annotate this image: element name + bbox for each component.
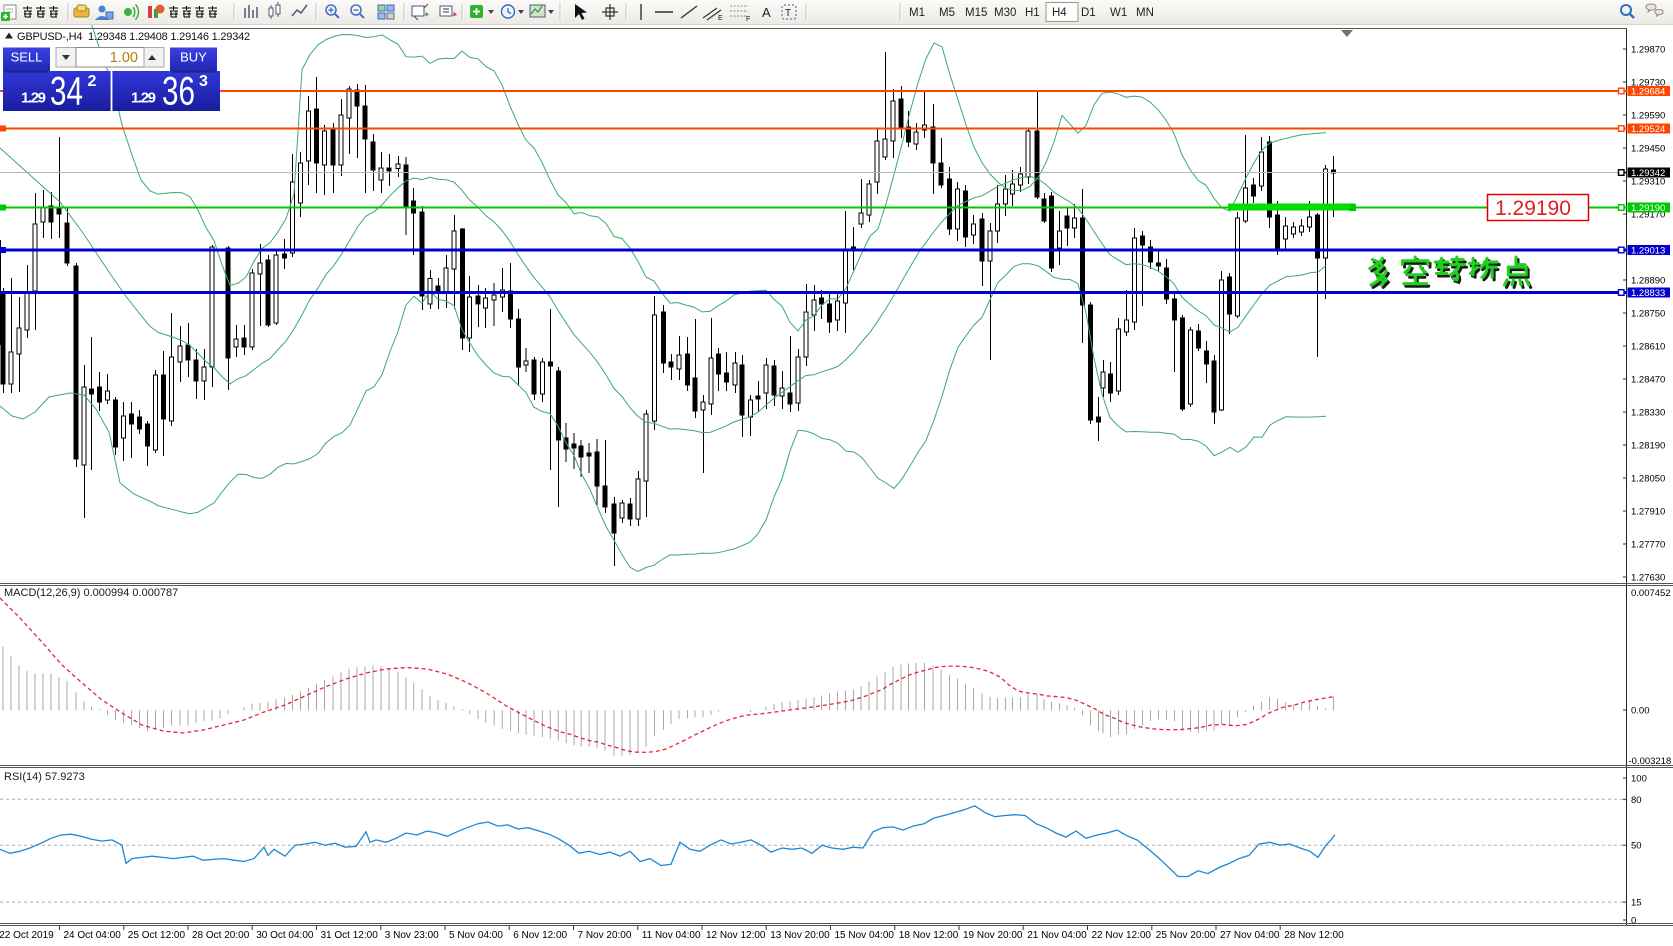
svg-text:30 Oct 04:00: 30 Oct 04:00 bbox=[256, 930, 314, 941]
svg-text:GBPUSD-,H4 1.29348 1.29408 1.: GBPUSD-,H4 1.29348 1.29408 1.29146 1.293… bbox=[17, 31, 250, 43]
svg-text:12 Nov 12:00: 12 Nov 12:00 bbox=[706, 930, 766, 941]
svg-text:SELL: SELL bbox=[11, 50, 43, 65]
svg-text:W1: W1 bbox=[1110, 7, 1127, 19]
svg-text:1.29: 1.29 bbox=[131, 90, 156, 107]
svg-text:1.27770: 1.27770 bbox=[1631, 540, 1665, 551]
svg-text:1.28470: 1.28470 bbox=[1631, 375, 1665, 386]
svg-text:-0.003218: -0.003218 bbox=[1629, 756, 1672, 767]
svg-text:E: E bbox=[718, 15, 723, 22]
svg-text:M15: M15 bbox=[965, 7, 987, 19]
svg-text:H4: H4 bbox=[1052, 7, 1067, 19]
svg-text:M5: M5 bbox=[939, 7, 955, 19]
svg-text:1.28833: 1.28833 bbox=[1631, 288, 1665, 299]
svg-text:0.007452: 0.007452 bbox=[1631, 588, 1671, 599]
svg-text:0.00: 0.00 bbox=[1631, 706, 1650, 717]
svg-text:1.28190: 1.28190 bbox=[1631, 441, 1665, 452]
svg-text:0: 0 bbox=[1631, 916, 1636, 927]
svg-text:1.28890: 1.28890 bbox=[1631, 276, 1665, 287]
svg-text:1.29870: 1.29870 bbox=[1631, 45, 1665, 56]
svg-text:1.29684: 1.29684 bbox=[1631, 87, 1665, 98]
svg-text:1.29450: 1.29450 bbox=[1631, 144, 1665, 155]
svg-text:27 Nov 04:00: 27 Nov 04:00 bbox=[1220, 930, 1280, 941]
svg-text:2: 2 bbox=[88, 73, 97, 90]
svg-text:34: 34 bbox=[50, 70, 83, 114]
svg-text:36: 36 bbox=[162, 70, 195, 114]
svg-text:1.28330: 1.28330 bbox=[1631, 408, 1665, 419]
svg-text:1.29190: 1.29190 bbox=[1631, 203, 1665, 214]
svg-text:MN: MN bbox=[1136, 7, 1154, 19]
svg-text:D1: D1 bbox=[1081, 7, 1096, 19]
svg-text:25 Nov 20:00: 25 Nov 20:00 bbox=[1156, 930, 1216, 941]
svg-text:M30: M30 bbox=[994, 7, 1016, 19]
svg-text:M1: M1 bbox=[909, 7, 925, 19]
svg-text:3: 3 bbox=[199, 73, 208, 90]
svg-text:6 Nov 12:00: 6 Nov 12:00 bbox=[513, 930, 567, 941]
svg-text:22 Oct 2019: 22 Oct 2019 bbox=[0, 930, 54, 941]
svg-text:15 Nov 04:00: 15 Nov 04:00 bbox=[835, 930, 895, 941]
svg-text:21 Nov 04:00: 21 Nov 04:00 bbox=[1027, 930, 1087, 941]
svg-text:28 Nov 12:00: 28 Nov 12:00 bbox=[1284, 930, 1344, 941]
svg-text:19 Nov 20:00: 19 Nov 20:00 bbox=[963, 930, 1023, 941]
svg-text:80: 80 bbox=[1631, 795, 1642, 806]
svg-text:13 Nov 20:00: 13 Nov 20:00 bbox=[770, 930, 830, 941]
svg-text:RSI(14) 57.9273: RSI(14) 57.9273 bbox=[4, 771, 85, 783]
svg-text:1.29170: 1.29170 bbox=[1631, 210, 1665, 221]
svg-text:25 Oct 12:00: 25 Oct 12:00 bbox=[128, 930, 186, 941]
svg-text:22 Nov 12:00: 22 Nov 12:00 bbox=[1092, 930, 1152, 941]
svg-text:28 Oct 20:00: 28 Oct 20:00 bbox=[192, 930, 250, 941]
svg-text:BUY: BUY bbox=[180, 50, 207, 65]
svg-text:1.29013: 1.29013 bbox=[1631, 246, 1665, 257]
svg-text:1.27630: 1.27630 bbox=[1631, 573, 1665, 584]
svg-text:F: F bbox=[746, 16, 750, 23]
svg-text:1.29524: 1.29524 bbox=[1631, 124, 1665, 135]
svg-text:1.29: 1.29 bbox=[21, 90, 46, 107]
svg-text:15: 15 bbox=[1631, 898, 1642, 909]
svg-text:24 Oct 04:00: 24 Oct 04:00 bbox=[64, 930, 122, 941]
svg-text:7 Nov 20:00: 7 Nov 20:00 bbox=[578, 930, 632, 941]
svg-text:H1: H1 bbox=[1025, 7, 1040, 19]
svg-text:1.29190: 1.29190 bbox=[1495, 197, 1571, 220]
svg-text:1.29590: 1.29590 bbox=[1631, 111, 1665, 122]
svg-text:1.27910: 1.27910 bbox=[1631, 507, 1665, 518]
svg-text:1.28610: 1.28610 bbox=[1631, 342, 1665, 353]
svg-text:1.29342: 1.29342 bbox=[1631, 168, 1665, 179]
svg-text:3 Nov 23:00: 3 Nov 23:00 bbox=[385, 930, 439, 941]
svg-text:MACD(12,26,9) 0.000994 0.00078: MACD(12,26,9) 0.000994 0.000787 bbox=[4, 587, 178, 599]
svg-text:1.00: 1.00 bbox=[110, 50, 138, 66]
svg-text:11 Nov 04:00: 11 Nov 04:00 bbox=[642, 930, 701, 941]
svg-text:A: A bbox=[762, 5, 771, 20]
svg-text:100: 100 bbox=[1631, 774, 1647, 785]
svg-text:1.29310: 1.29310 bbox=[1631, 177, 1665, 188]
svg-text:T: T bbox=[785, 8, 791, 19]
svg-text:1.28750: 1.28750 bbox=[1631, 309, 1665, 320]
svg-text:50: 50 bbox=[1631, 841, 1642, 852]
svg-text:1.29730: 1.29730 bbox=[1631, 78, 1665, 89]
svg-text:31 Oct 12:00: 31 Oct 12:00 bbox=[321, 930, 379, 941]
svg-text:1.28050: 1.28050 bbox=[1631, 474, 1665, 485]
svg-text:18 Nov 12:00: 18 Nov 12:00 bbox=[899, 930, 959, 941]
svg-text:5 Nov 04:00: 5 Nov 04:00 bbox=[449, 930, 503, 941]
